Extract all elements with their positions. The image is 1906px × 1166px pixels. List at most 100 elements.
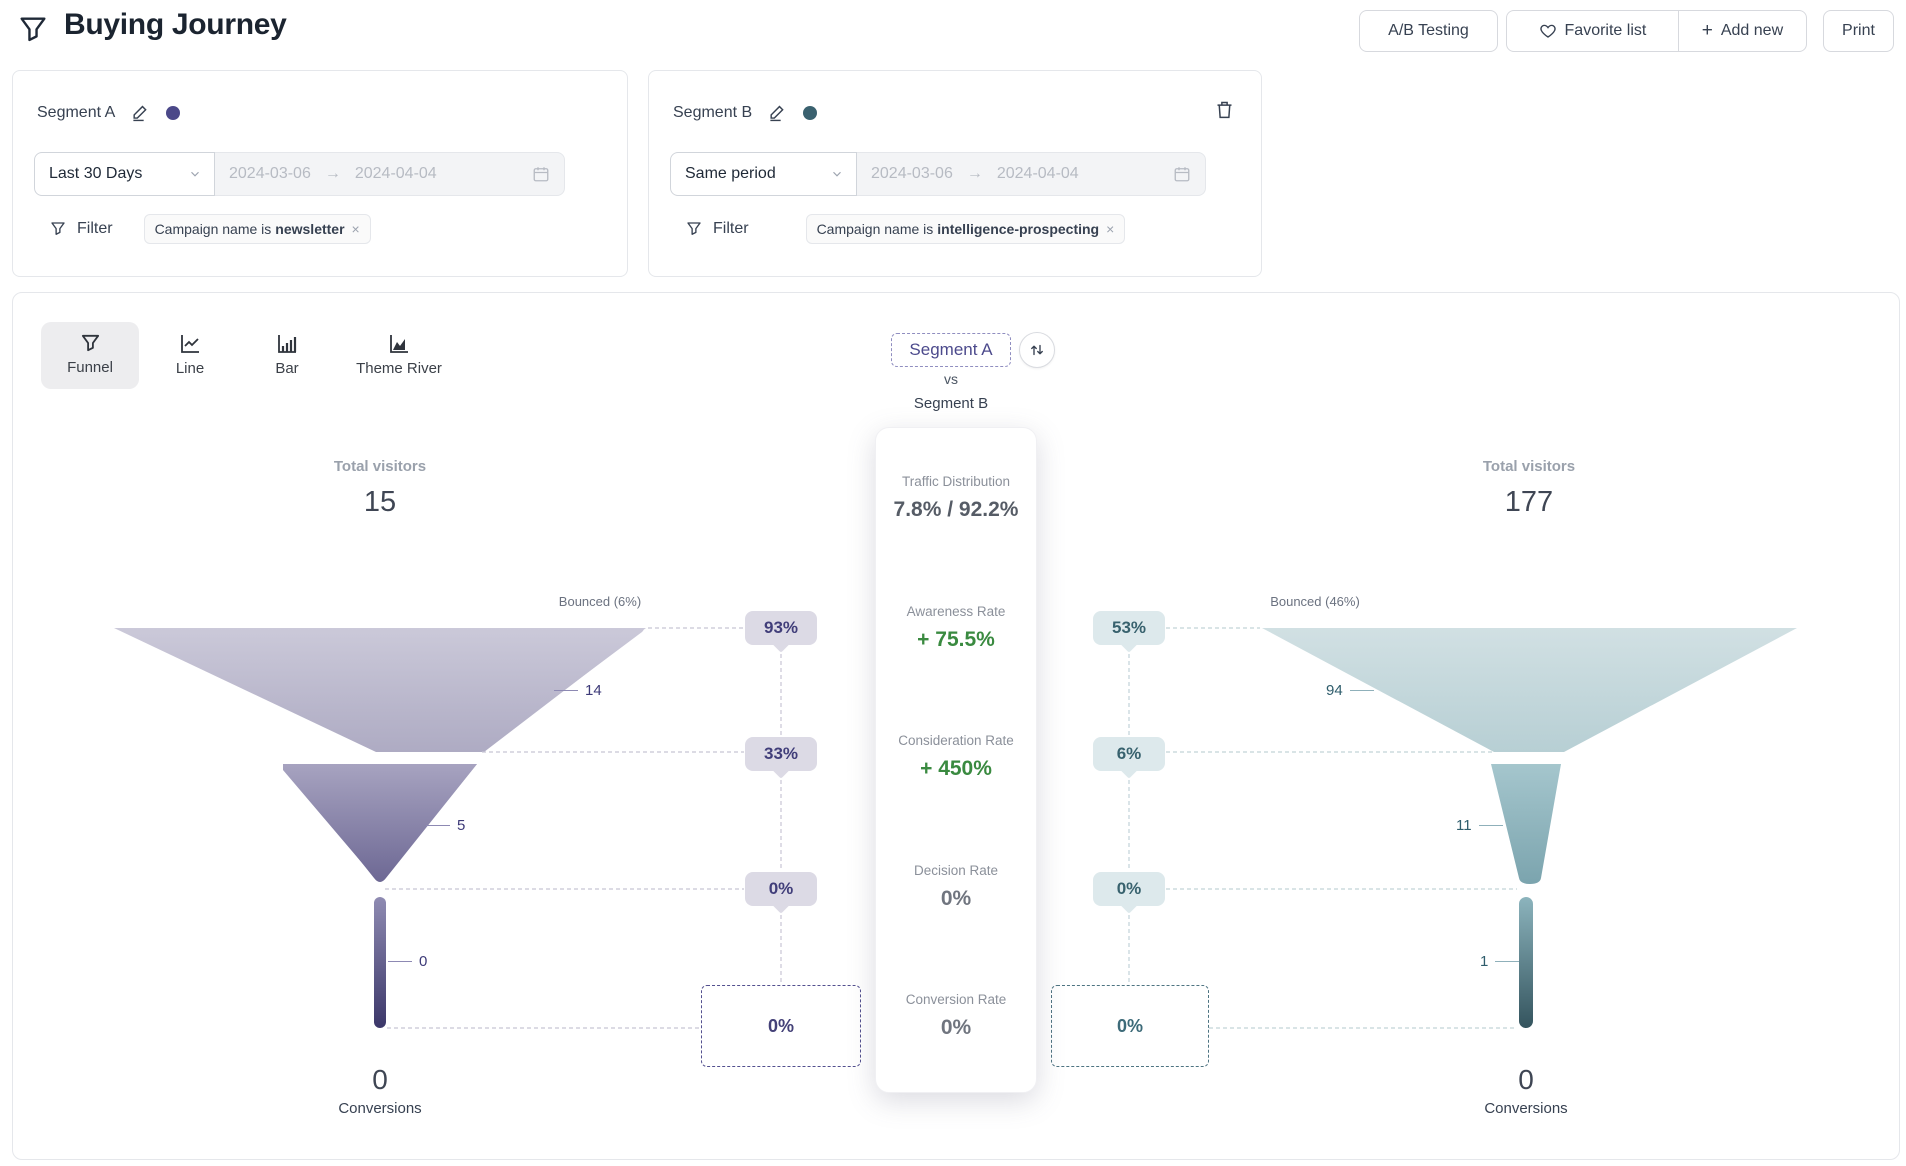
funnel-a-rate2-badge: 33% xyxy=(745,737,817,771)
funnel-b-rate2-badge: 6% xyxy=(1093,737,1165,771)
segment-a-filter-label: Filter xyxy=(77,220,113,237)
favorite-list-label: Favorite list xyxy=(1564,22,1647,39)
tab-line[interactable]: Line xyxy=(160,332,220,377)
ab-testing-label: A/B Testing xyxy=(1388,22,1469,39)
calendar-icon xyxy=(532,165,550,183)
segment-b-date-start: 2024-03-06 xyxy=(871,165,953,182)
segment-b-date-end: 2024-04-04 xyxy=(996,165,1079,182)
chevron-down-icon xyxy=(830,167,844,181)
segment-a-filter-chip[interactable]: Campaign name is newsletter × xyxy=(143,214,371,244)
metric-value: 0% xyxy=(940,886,972,910)
tick-line xyxy=(554,690,578,691)
tab-theme-river-label: Theme River xyxy=(356,360,442,377)
bar-chart-icon xyxy=(275,332,299,356)
comparison-primary-segment[interactable]: Segment A xyxy=(891,333,1011,367)
funnel-b-step1-value: 94 xyxy=(1326,682,1374,699)
tab-theme-river[interactable]: Theme River xyxy=(339,332,459,377)
tab-bar[interactable]: Bar xyxy=(257,332,317,377)
funnel-b-stage-2[interactable] xyxy=(1491,764,1561,884)
funnel-a-shape xyxy=(114,628,646,1028)
tick-line xyxy=(388,961,412,962)
funnel-a-conversions-value: 0 xyxy=(372,1064,388,1095)
filter-funnel-icon xyxy=(685,220,703,238)
funnel-a-bounced-label: Bounced (6%) xyxy=(558,594,642,609)
page-title: Buying Journey xyxy=(64,8,287,41)
comparison-vs-label: vs xyxy=(944,371,958,387)
metric-value: + 450% xyxy=(920,757,992,780)
swap-arrows-icon xyxy=(1028,341,1046,359)
comparison-metrics-panel: Traffic Distribution 7.8% / 92.2% Awaren… xyxy=(875,427,1037,1093)
segment-b-date-picker: Same period 2024-03-06 → 2024-04-04 xyxy=(670,152,1206,196)
edit-pencil-icon[interactable] xyxy=(768,103,787,122)
theme-river-icon xyxy=(387,332,411,356)
funnel-b-stem[interactable] xyxy=(1519,897,1533,1028)
metric-label: Traffic Distribution xyxy=(901,474,1011,489)
edit-pencil-icon[interactable] xyxy=(131,103,150,122)
ab-testing-button[interactable]: A/B Testing xyxy=(1359,10,1498,52)
funnel-b-total-value: 177 xyxy=(1504,486,1554,518)
metric-value: + 75.5% xyxy=(917,627,995,651)
funnel-b-conversions-value: 0 xyxy=(1518,1064,1534,1095)
segment-b-date-range[interactable]: 2024-03-06 → 2024-04-04 xyxy=(857,152,1206,196)
metric-traffic-distribution: Traffic Distribution 7.8% / 92.2% xyxy=(884,474,1028,522)
add-new-label: Add new xyxy=(1720,22,1784,39)
tab-line-label: Line xyxy=(175,360,205,377)
arrow-right-icon: → xyxy=(966,165,983,182)
segment-a-period-select[interactable]: Last 30 Days xyxy=(34,152,215,196)
filter-field: Campaign name is xyxy=(816,221,934,237)
heart-icon xyxy=(1539,22,1557,40)
comparison-primary-label: Segment A xyxy=(909,340,993,359)
chip-close-icon[interactable]: × xyxy=(351,221,360,237)
funnel-b-stage-1[interactable] xyxy=(1262,628,1797,752)
delete-trash-icon[interactable] xyxy=(1214,99,1235,120)
segment-a-period-value: Last 30 Days xyxy=(49,165,143,182)
arrow-right-icon: → xyxy=(324,165,341,182)
funnel-logo-icon xyxy=(16,13,50,47)
funnel-chart-icon xyxy=(79,332,102,355)
metric-label: Decision Rate xyxy=(913,862,999,878)
funnel-b-rate1-badge: 53% xyxy=(1093,611,1165,645)
segment-b-period-value: Same period xyxy=(685,165,776,182)
segment-b-filter-chip[interactable]: Campaign name is intelligence-prospectin… xyxy=(805,214,1126,244)
segment-a-color-dot[interactable] xyxy=(166,105,181,120)
segment-b-period-select[interactable]: Same period xyxy=(670,152,857,196)
print-button[interactable]: Print xyxy=(1823,10,1894,52)
segment-a-card: Segment A Last 30 Days 2024-03-06 → 2024… xyxy=(12,70,628,277)
metric-decision-rate: Decision Rate 0% xyxy=(884,863,1028,911)
favorite-addnew-button-group: Favorite list + Add new xyxy=(1506,10,1807,52)
metric-value: 7.8% / 92.2% xyxy=(893,498,1019,521)
chip-close-icon[interactable]: × xyxy=(1106,221,1115,237)
funnel-a-conversions-label: Conversions xyxy=(338,1100,422,1117)
segment-a-date-range[interactable]: 2024-03-06 → 2024-04-04 xyxy=(215,152,565,196)
metric-conversion-rate: Conversion Rate 0% xyxy=(884,992,1028,1040)
funnel-b-conversions-label: Conversions xyxy=(1484,1100,1568,1117)
funnel-a-stage-2[interactable] xyxy=(283,764,477,882)
print-label: Print xyxy=(1842,22,1875,39)
funnel-b-step3-value: 1 xyxy=(1480,953,1520,970)
funnel-a-stem[interactable] xyxy=(374,897,386,1028)
metric-label: Conversion Rate xyxy=(905,992,1007,1007)
funnel-a-step1-value: 14 xyxy=(554,682,602,699)
tick-line xyxy=(1349,690,1374,691)
swap-segments-button[interactable] xyxy=(1019,332,1055,368)
comparison-secondary-segment: Segment B xyxy=(913,395,989,412)
tab-funnel[interactable]: Funnel xyxy=(41,322,139,389)
funnel-b-step2-value: 11 xyxy=(1456,817,1503,834)
funnel-a-total-label: Total visitors xyxy=(333,458,427,475)
plus-icon: + xyxy=(1701,20,1713,41)
segment-b-name: Segment B xyxy=(673,103,753,121)
metric-value: 0% xyxy=(940,1016,972,1039)
funnel-a-rate3-badge: 0% xyxy=(745,872,817,906)
metric-awareness-rate: Awareness Rate + 75.5% xyxy=(884,604,1028,652)
metric-label: Consideration Rate xyxy=(898,733,1014,748)
filter-funnel-icon xyxy=(49,220,67,238)
button-group-divider xyxy=(1677,11,1679,51)
add-new-button[interactable]: + Add new xyxy=(1679,11,1806,51)
favorite-list-button[interactable]: Favorite list xyxy=(1507,11,1678,51)
funnel-a-conversion-rate-box: 0% xyxy=(701,985,861,1067)
segment-b-color-dot[interactable] xyxy=(803,105,818,120)
funnel-a-stage-1[interactable] xyxy=(114,628,646,752)
funnel-b-rate3-badge: 0% xyxy=(1093,872,1165,906)
tick-line xyxy=(426,825,450,826)
